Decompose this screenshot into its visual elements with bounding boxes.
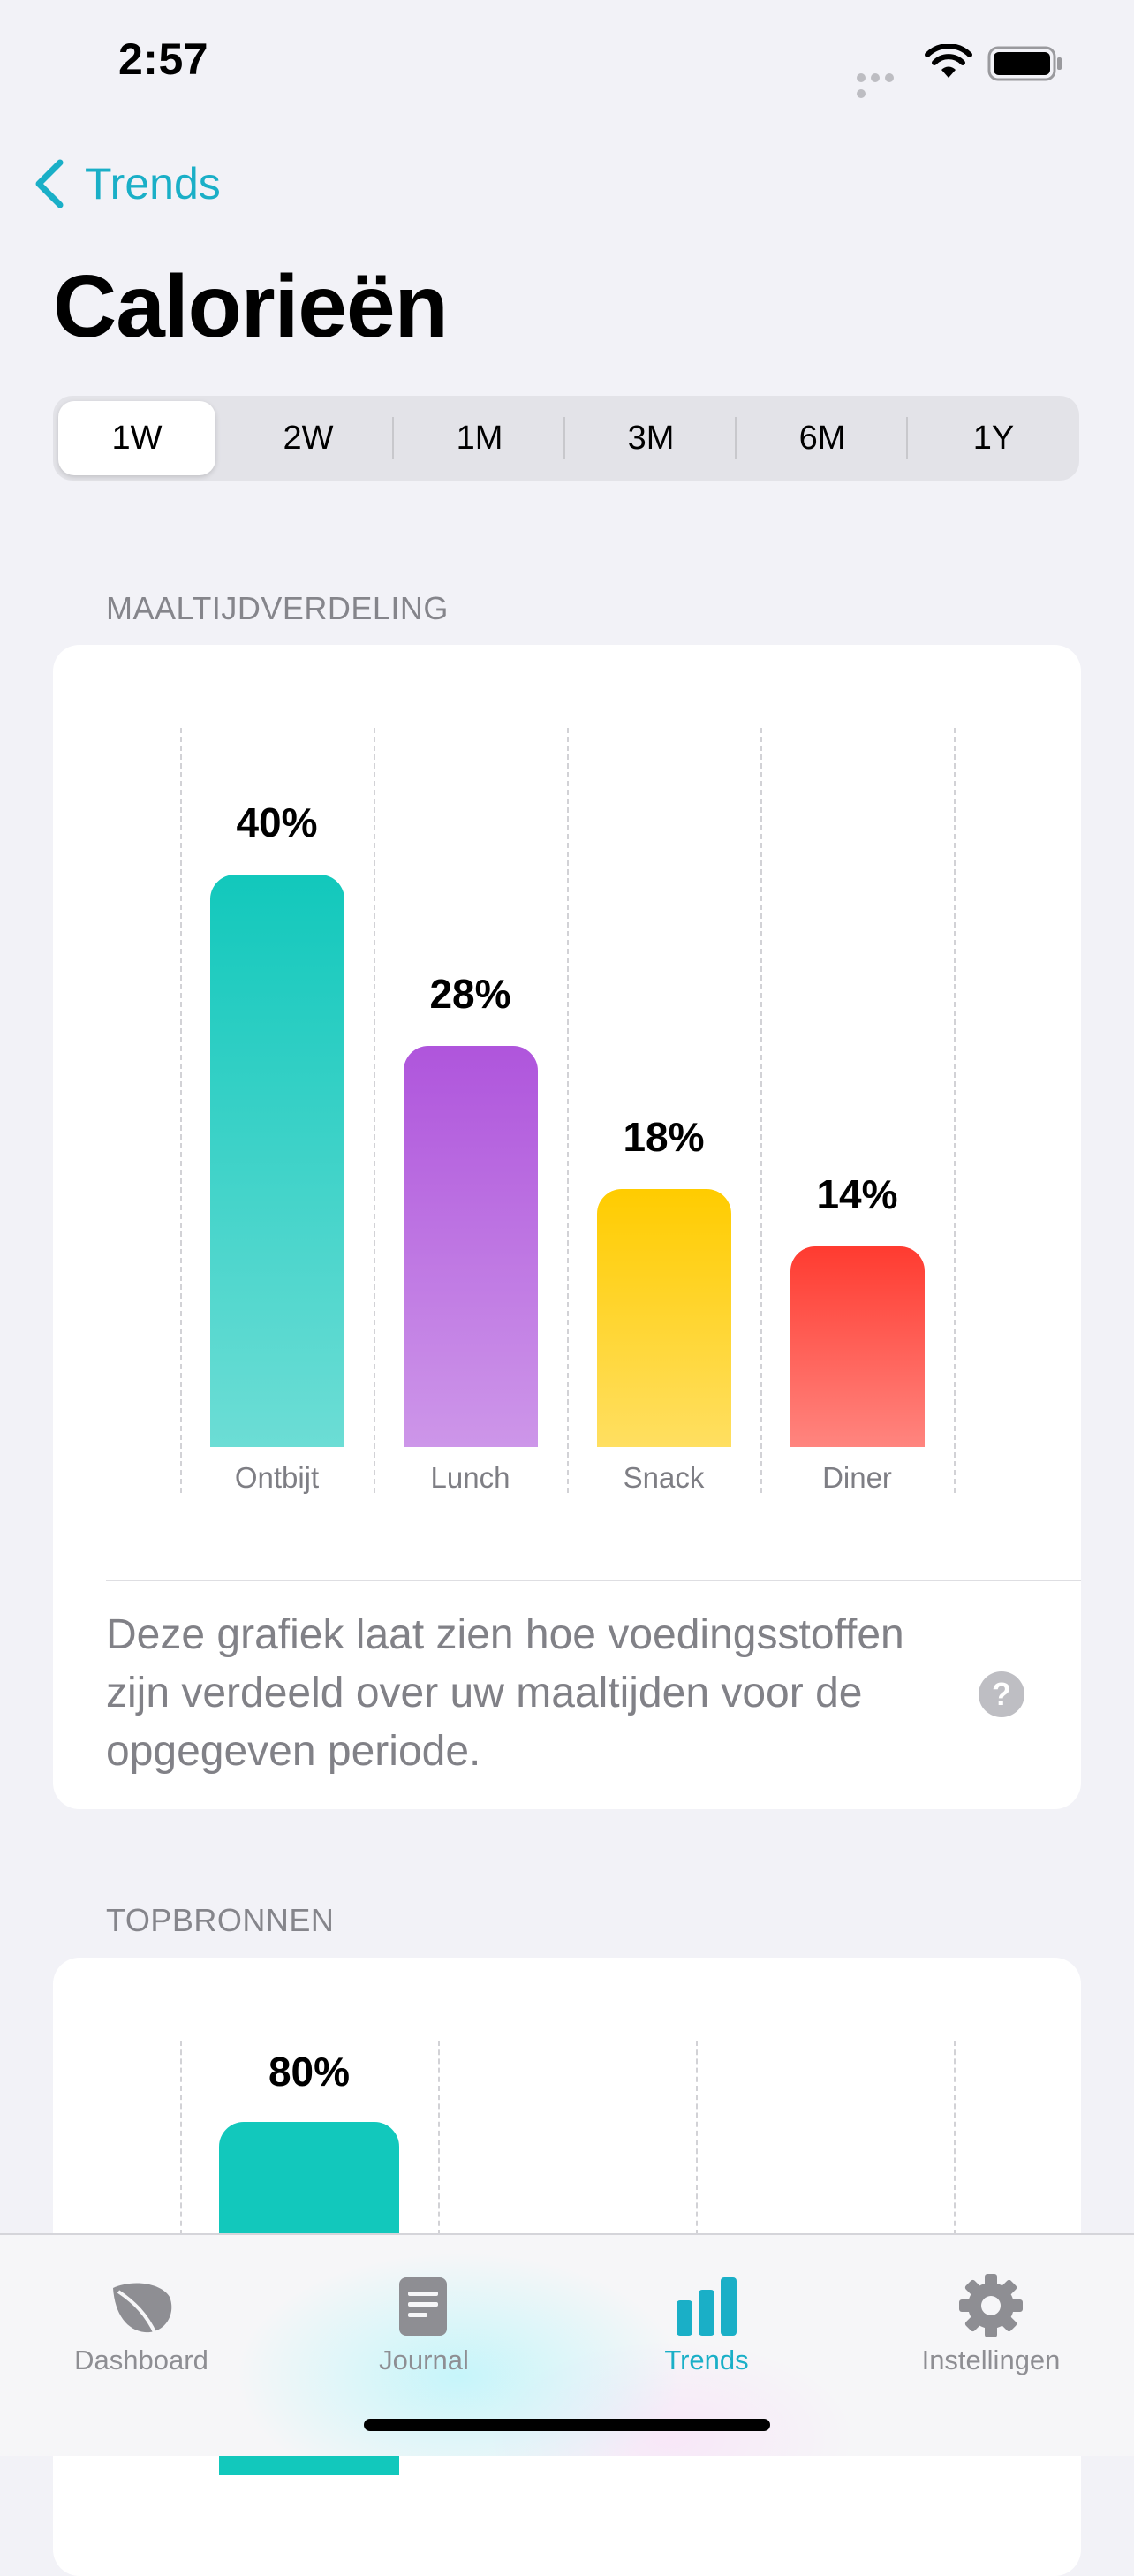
segment-6m[interactable]: 6M [798, 419, 846, 457]
help-icon[interactable]: ? [979, 1671, 1024, 1717]
back-button-label: Trends [85, 159, 221, 208]
grid-line [567, 728, 569, 1493]
home-indicator [364, 2419, 770, 2431]
grid-line [438, 2041, 440, 2235]
divider [106, 1580, 1081, 1581]
segment-divider [563, 417, 565, 459]
cellular-signal-icon [857, 71, 911, 98]
tab-label: Instellingen [921, 2345, 1061, 2375]
tab-journal[interactable]: Journal [309, 2253, 539, 2385]
segment-1m[interactable]: 1M [456, 419, 503, 457]
leaf-icon [113, 2283, 172, 2335]
journal-icon [399, 2277, 447, 2336]
bar-value-label: 14% [816, 1171, 898, 1218]
bar-category-label: Snack [623, 1461, 705, 1494]
page-title: Calorieën [53, 257, 449, 356]
chart-description: Deze grafiek laat zien hoe voedingsstoff… [106, 1611, 904, 1775]
battery-icon [987, 46, 1062, 81]
bar-category-label: Lunch [430, 1461, 510, 1494]
bar-value-label: 18% [623, 1114, 705, 1161]
segment-1y[interactable]: 1Y [972, 419, 1015, 457]
segment-divider [906, 417, 908, 459]
segment-3m[interactable]: 3M [627, 419, 675, 457]
wifi-icon [925, 44, 972, 78]
bar-value-label: 28% [429, 971, 511, 1018]
back-button[interactable]: Trends [32, 155, 221, 212]
tab-label: Trends [664, 2345, 749, 2375]
meal-distribution-chart: 40% Ontbijt 28% Lunch 18% Snack 14% Diner [53, 645, 1081, 1572]
tab-dashboard[interactable]: Dashboard [26, 2253, 256, 2385]
bar-chart-icon [677, 2277, 737, 2336]
grid-line [954, 728, 956, 1493]
bar-category-label: Diner [822, 1461, 892, 1494]
gear-icon [959, 2274, 1023, 2337]
grid-line [180, 2041, 182, 2235]
chevron-left-icon [35, 159, 64, 208]
bar-value-label: 80% [268, 2049, 351, 2095]
segment-divider [735, 417, 737, 459]
bar-category-label: Ontbijt [234, 1461, 320, 1494]
bar-value-label: 40% [236, 799, 318, 845]
grid-line [954, 2041, 956, 2235]
grid-line [374, 728, 375, 1493]
status-time: 2:57 [118, 34, 209, 84]
bar-ontbijt [209, 875, 344, 1447]
grid-line [180, 728, 182, 1493]
tab-instellingen[interactable]: Instellingen [876, 2253, 1106, 2385]
bar-diner [790, 1246, 925, 1447]
segment-2w[interactable]: 2W [283, 419, 334, 457]
period-segmented-control: 1W 2W 1M 3M 6M 1Y [53, 396, 1079, 481]
section-header-meal-distribution: MAALTIJDVERDELING [106, 590, 449, 626]
tab-label: Journal [379, 2345, 469, 2375]
section-header-top-sources: TOPBRONNEN [106, 1902, 335, 1938]
segment-1w[interactable]: 1W [58, 401, 215, 475]
tab-trends[interactable]: Trends [592, 2253, 821, 2385]
grid-line [760, 728, 762, 1493]
bar-lunch [403, 1046, 538, 1447]
meal-distribution-card: 40% Ontbijt 28% Lunch 18% Snack 14% Diner [53, 645, 1081, 1809]
segment-divider [392, 417, 394, 459]
tab-label: Dashboard [74, 2345, 208, 2375]
bar-snack [596, 1189, 731, 1447]
grid-line [696, 2041, 698, 2235]
